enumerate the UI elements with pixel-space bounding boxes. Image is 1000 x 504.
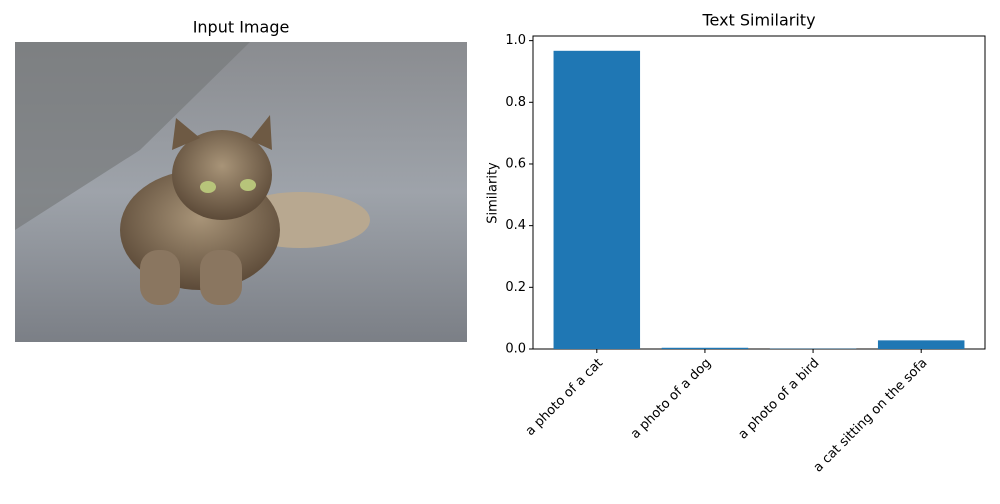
y-tick-label: 0.4 <box>505 218 526 233</box>
y-tick-label: 0.8 <box>505 95 526 110</box>
image-title: Input Image <box>193 18 290 37</box>
y-tick-label: 0.0 <box>505 342 526 357</box>
input-image <box>15 42 467 342</box>
x-tick-label: a photo of a cat <box>523 356 606 439</box>
x-tick-label: a photo of a bird <box>736 356 823 443</box>
y-axis-label: Similarity <box>486 162 501 224</box>
bar <box>662 348 749 349</box>
y-tick-label: 1.0 <box>505 33 526 48</box>
y-tick-label: 0.6 <box>505 156 526 171</box>
chart-title: Text Similarity <box>701 11 815 30</box>
y-tick-label: 0.2 <box>505 280 526 295</box>
bar <box>878 340 965 349</box>
x-tick-label: a photo of a dog <box>628 356 714 442</box>
x-tick-label: a cat sitting on the sofa <box>811 356 931 476</box>
bar <box>554 51 641 349</box>
